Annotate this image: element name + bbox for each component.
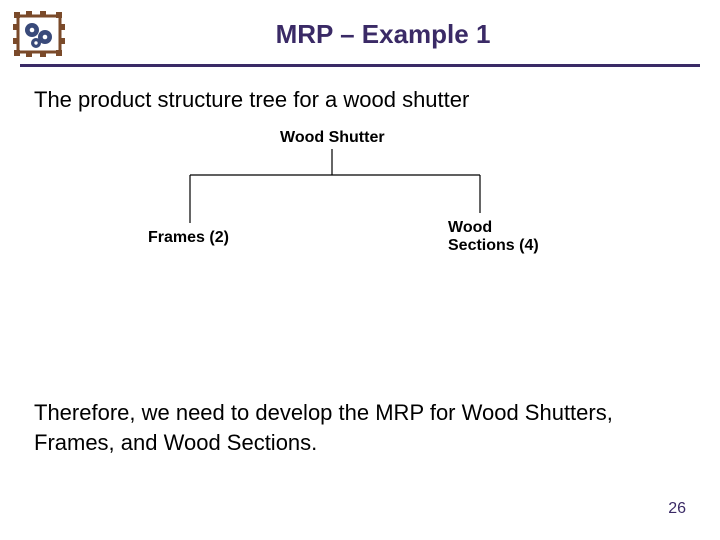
tree-child-sections: Sections (4) [448, 237, 539, 255]
tree-root: Wood Shutter [280, 129, 385, 147]
tree-connector-lines [0, 129, 720, 289]
header: MRP – Example 1 [0, 0, 720, 58]
logo-icon [12, 10, 66, 58]
tree-child-frames: Frames (2) [148, 229, 229, 247]
product-structure-tree: Wood Shutter Frames (2) Wood Sections (4… [0, 129, 720, 289]
slide: MRP – Example 1 The product structure tr… [0, 0, 720, 540]
page-number: 26 [668, 500, 686, 518]
conclusion-text: Therefore, we need to develop the MRP fo… [0, 398, 720, 457]
slide-title: MRP – Example 1 [66, 19, 700, 50]
intro-text: The product structure tree for a wood sh… [0, 67, 720, 115]
tree-child-wood: Wood [448, 219, 492, 237]
